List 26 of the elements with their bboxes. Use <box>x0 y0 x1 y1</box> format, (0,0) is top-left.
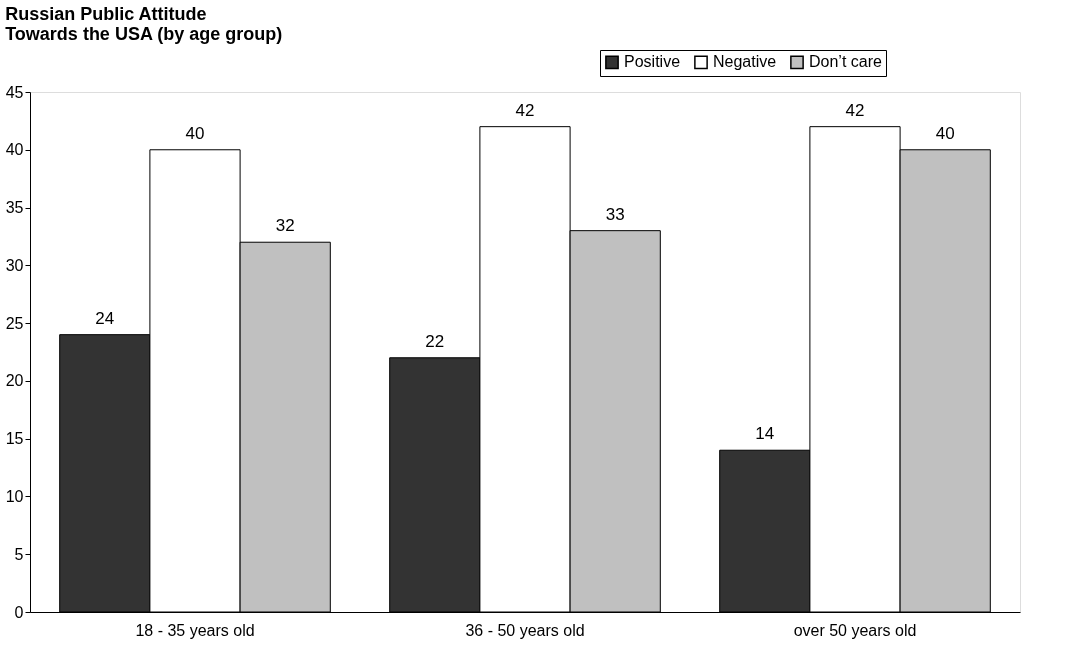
data-label: 40 <box>185 123 205 143</box>
y-tick-label: 10 <box>5 487 24 505</box>
y-tick-label: 30 <box>5 256 24 274</box>
data-label: 33 <box>605 204 625 224</box>
x-tick-label: 36 - 50 years old <box>465 621 585 639</box>
legend-label: Don’t care <box>809 53 883 71</box>
x-tick-label: 18 - 35 years old <box>135 621 255 639</box>
legend-label: Positive <box>624 53 681 71</box>
y-tick-label: 20 <box>5 372 24 390</box>
chart-title: Russian Public Attitude Towards the USA (by age group) <box>5 3 283 44</box>
data-label: 14 <box>755 424 775 444</box>
y-tick-label: 45 <box>5 83 24 101</box>
y-tick-label: 0 <box>14 603 24 621</box>
data-label: 40 <box>935 123 955 143</box>
y-tick-label: 25 <box>5 314 24 332</box>
x-tick-label: over 50 years old <box>793 621 917 639</box>
data-label: 32 <box>275 216 295 236</box>
data-label: 22 <box>425 331 445 351</box>
legend-label: Negative <box>713 53 777 71</box>
data-label: 42 <box>845 100 865 120</box>
y-tick-label: 40 <box>5 141 24 159</box>
y-tick-label: 5 <box>14 545 24 563</box>
data-label: 24 <box>95 308 115 328</box>
y-tick-label: 15 <box>5 430 24 448</box>
y-tick-label: 35 <box>5 199 24 217</box>
data-label: 42 <box>515 100 535 120</box>
